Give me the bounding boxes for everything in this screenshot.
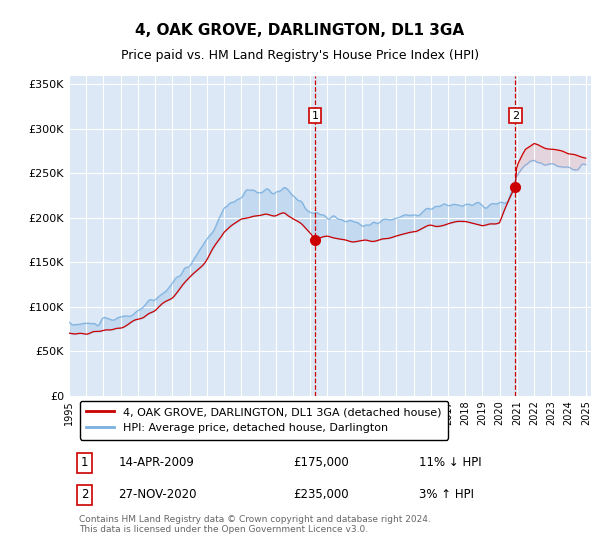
- Text: Price paid vs. HM Land Registry's House Price Index (HPI): Price paid vs. HM Land Registry's House …: [121, 49, 479, 63]
- Text: 11% ↓ HPI: 11% ↓ HPI: [419, 456, 481, 469]
- Text: 14-APR-2009: 14-APR-2009: [119, 456, 194, 469]
- Text: 1: 1: [311, 110, 319, 120]
- Text: 2: 2: [81, 488, 88, 501]
- Text: 4, OAK GROVE, DARLINGTON, DL1 3GA: 4, OAK GROVE, DARLINGTON, DL1 3GA: [136, 24, 464, 38]
- Text: £175,000: £175,000: [293, 456, 349, 469]
- Legend: 4, OAK GROVE, DARLINGTON, DL1 3GA (detached house), HPI: Average price, detached: 4, OAK GROVE, DARLINGTON, DL1 3GA (detac…: [80, 401, 448, 440]
- Text: 3% ↑ HPI: 3% ↑ HPI: [419, 488, 474, 501]
- Text: £235,000: £235,000: [293, 488, 349, 501]
- Text: 2: 2: [512, 110, 519, 120]
- Text: Contains HM Land Registry data © Crown copyright and database right 2024.
This d: Contains HM Land Registry data © Crown c…: [79, 515, 431, 534]
- Text: 27-NOV-2020: 27-NOV-2020: [119, 488, 197, 501]
- Text: 1: 1: [81, 456, 88, 469]
